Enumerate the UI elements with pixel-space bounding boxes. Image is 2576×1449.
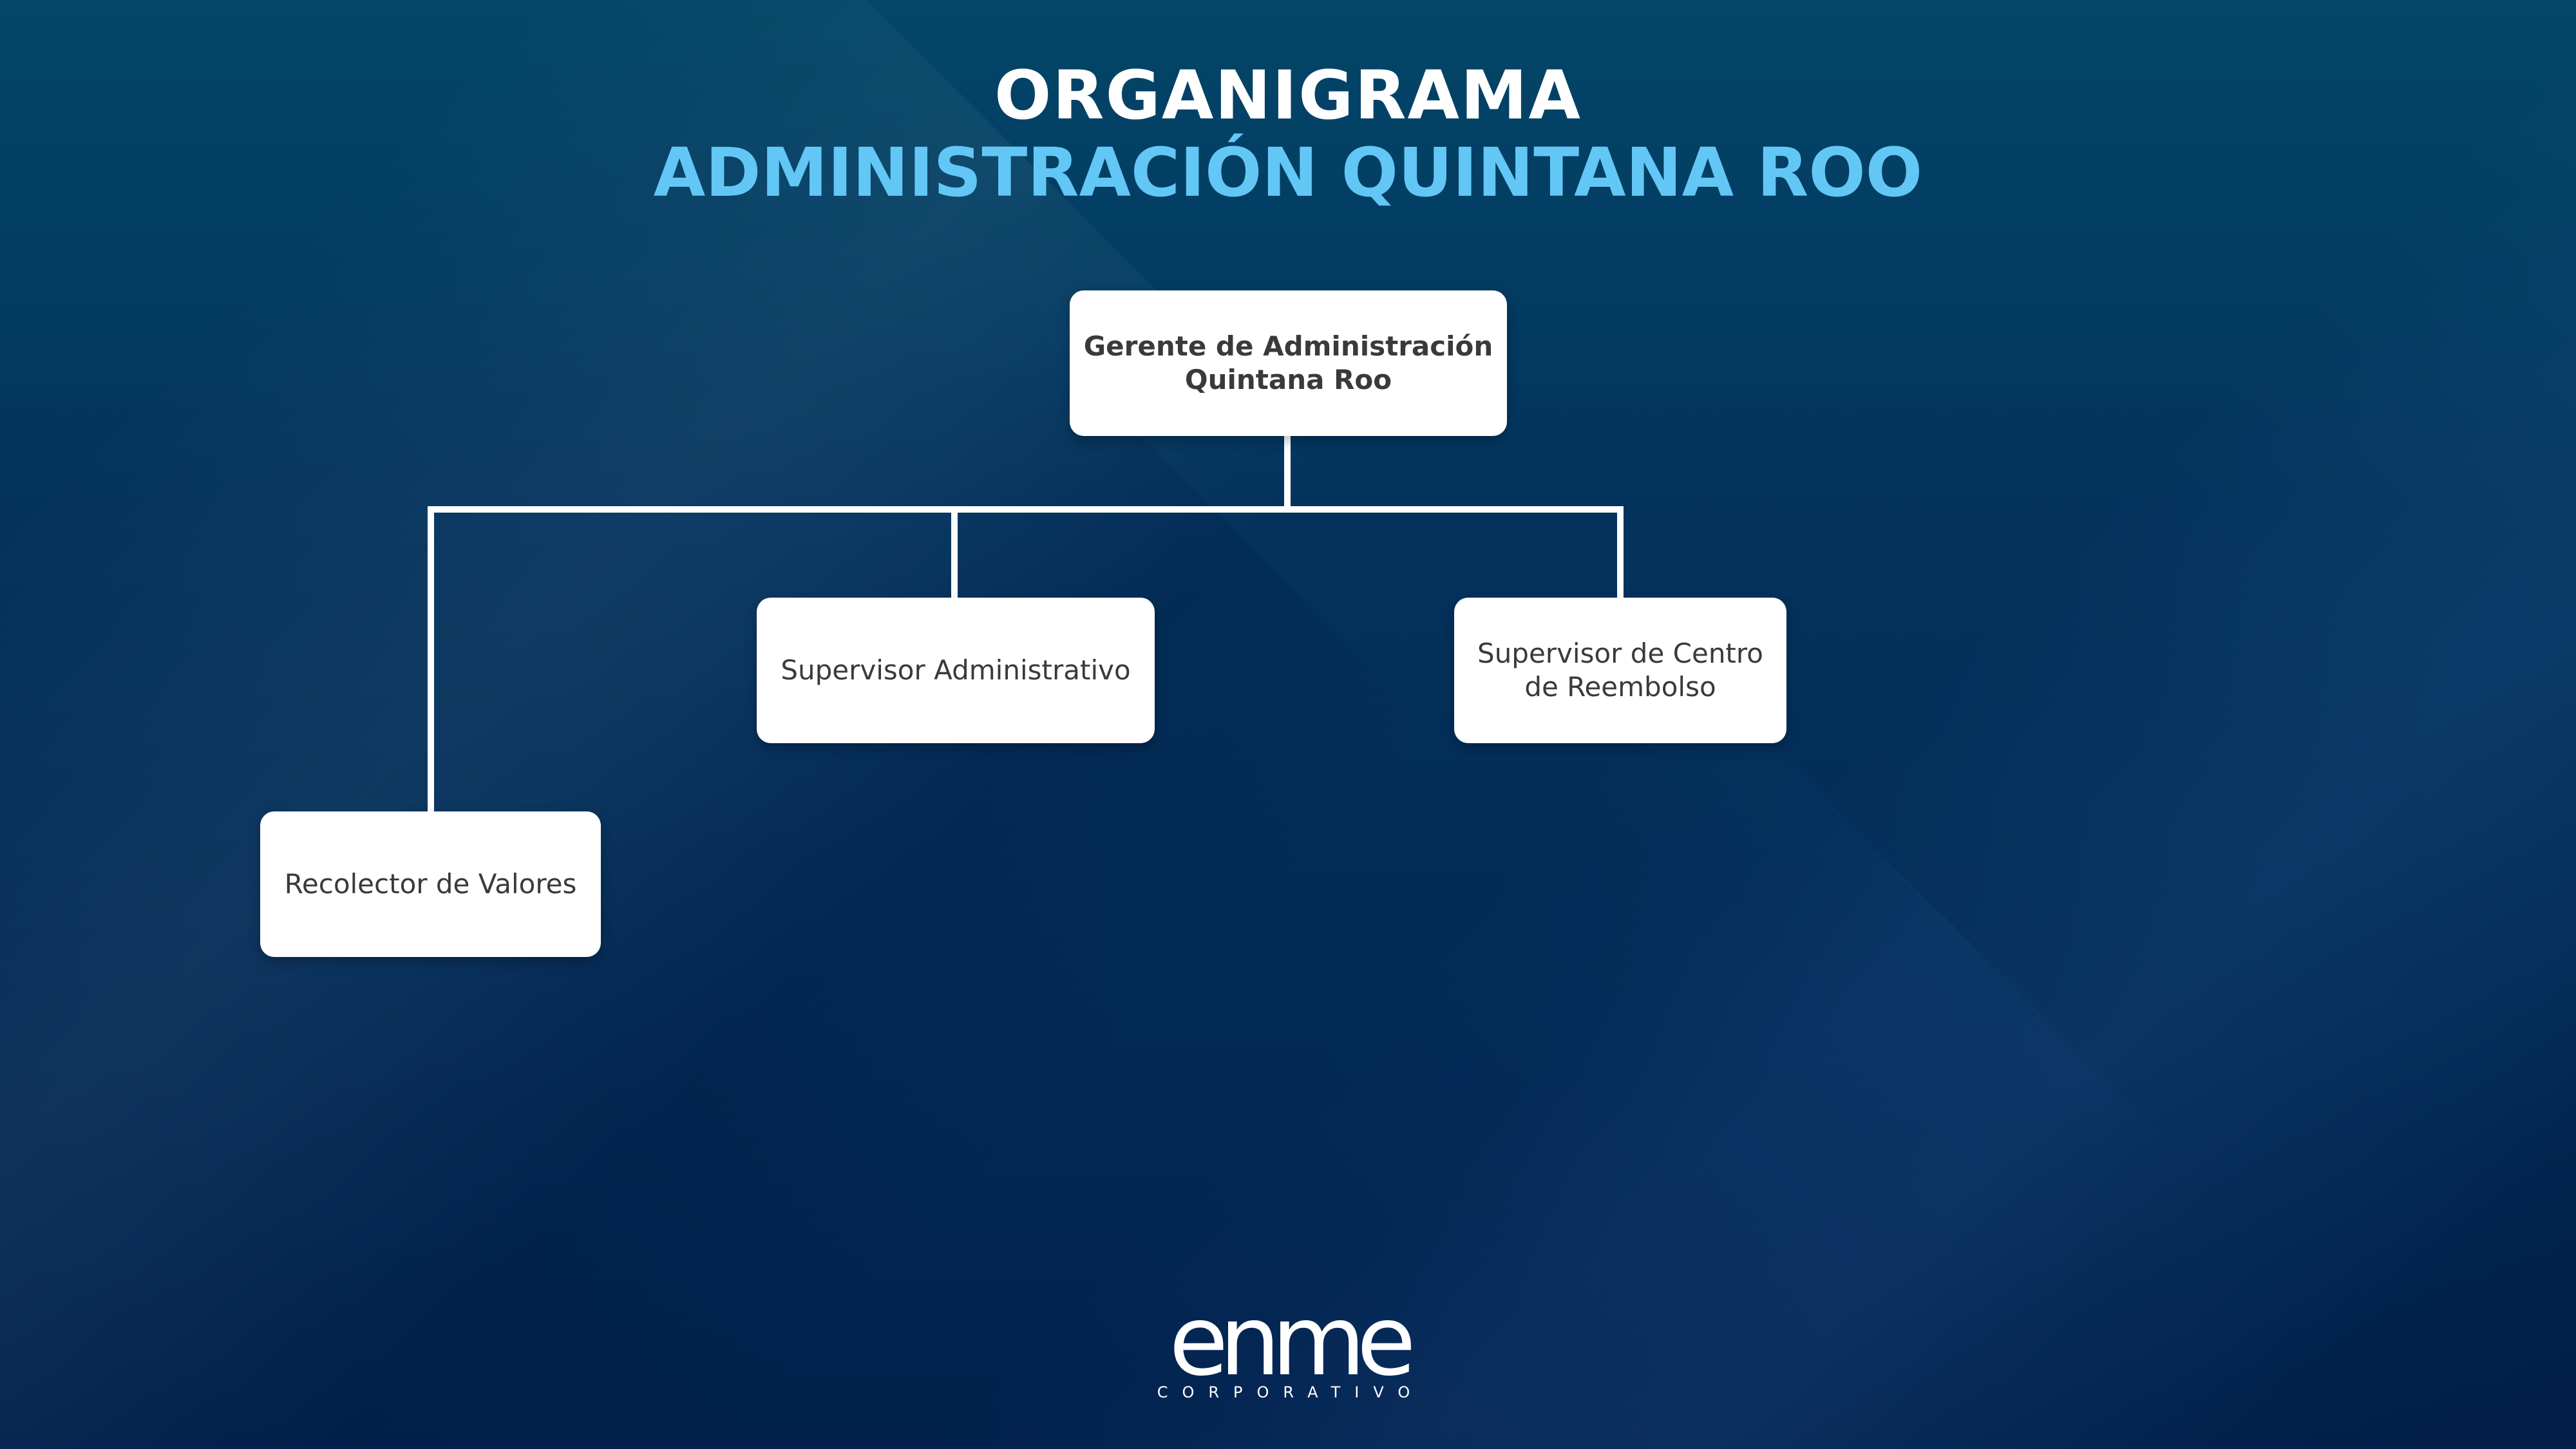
node-gerente-administracion: Gerente de Administración Quintana Roo xyxy=(1070,290,1507,436)
connector-to-recolector xyxy=(428,506,434,811)
page-title: ORGANIGRAMA xyxy=(994,56,1582,135)
connector-to-supervisor-administrativo xyxy=(951,506,958,598)
node-supervisor-administrativo: Supervisor Administrativo xyxy=(757,598,1155,743)
node-label: Recolector de Valores xyxy=(284,868,577,900)
connector-to-supervisor-centro xyxy=(1617,506,1624,598)
connector-horizontal-bus xyxy=(428,506,1624,513)
company-logo: enme xyxy=(1169,1285,1416,1397)
node-label: Supervisor de Centro de Reembolso xyxy=(1477,638,1763,703)
node-label: Supervisor Administrativo xyxy=(781,654,1131,686)
background-stripe xyxy=(0,328,1443,1449)
connector-root-down xyxy=(1284,435,1291,511)
background-stripe xyxy=(1032,0,2576,1449)
node-supervisor-centro-reembolso: Supervisor de Centro de Reembolso xyxy=(1454,598,1786,743)
node-label: Gerente de Administración Quintana Roo xyxy=(1083,330,1493,395)
company-logo-tagline: CORPORATIVO xyxy=(1157,1383,1425,1401)
page-subtitle: ADMINISTRACIÓN QUINTANA ROO xyxy=(653,133,1923,212)
node-recolector-valores: Recolector de Valores xyxy=(260,811,601,957)
